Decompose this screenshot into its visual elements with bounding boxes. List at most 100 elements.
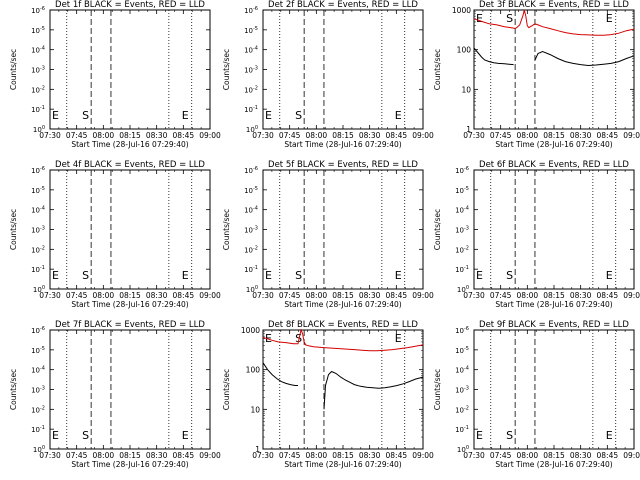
x-tick-label: 08:15 (119, 131, 141, 140)
y-tick-label: 10-5 (31, 346, 45, 355)
y-tick-label: 10-6 (31, 326, 45, 335)
events-series-line (323, 370, 424, 410)
y-tick-base: 10 (455, 406, 464, 414)
marker-end-e: E (395, 269, 402, 282)
detector-plot: Det 7f BLACK = Events, RED = LLD 07:30 07:… (9, 320, 221, 469)
y-tick-base: 10 (244, 27, 253, 35)
y-tick-label: 10 (461, 85, 471, 94)
x-tick-label: 07:30 (463, 291, 485, 300)
y-axis-label: Counts/sec (222, 369, 231, 410)
y-tick-exponent: 0 (466, 285, 469, 291)
detector-plot: Det 3f BLACK = Events, RED = LLD 07:30 07:… (433, 0, 640, 149)
y-tick-exponent: -4 (464, 366, 469, 372)
x-tick-label: 08:00 (517, 131, 539, 140)
y-tick-exponent: -2 (40, 405, 45, 411)
plot-frame (262, 329, 424, 450)
y-tick-base: 10 (33, 446, 42, 454)
x-tick-label: 07:45 (490, 451, 512, 460)
y-tick-base: 10 (31, 327, 40, 335)
y-tick-label: 100 (457, 46, 472, 55)
y-tick-base: 10 (455, 187, 464, 195)
y-tick-exponent: -2 (464, 245, 469, 251)
y-tick-base: 10 (244, 266, 253, 274)
y-tick-label: 10-4 (455, 206, 469, 215)
y-tick-exponent: 0 (42, 445, 45, 451)
y-tick-label: 10-1 (31, 105, 45, 114)
x-tick-label: 09:00 (623, 131, 640, 140)
marker-left-e: E (265, 332, 272, 345)
y-tick-exponent: -5 (253, 26, 258, 32)
x-tick-label: 08:45 (597, 291, 619, 300)
detector-plot: Det 4f BLACK = Events, RED = LLD 07:30 07:… (9, 160, 221, 309)
y-tick-base: 10 (244, 7, 253, 15)
y-tick-base: 10 (244, 67, 253, 75)
x-tick-label: 08:30 (146, 131, 168, 140)
y-tick-exponent: 0 (42, 125, 45, 131)
y-tick-exponent: -1 (40, 105, 45, 111)
x-tick-label: 09:00 (412, 291, 434, 300)
y-tick-exponent: -5 (40, 186, 45, 192)
plot-title: Det 1f BLACK = Events, RED = LLD (55, 0, 205, 10)
x-tick-label: 08:15 (332, 131, 354, 140)
x-tick-label: 09:00 (199, 131, 221, 140)
y-tick-label: 100 (457, 445, 469, 454)
y-tick-exponent: -5 (464, 346, 469, 352)
y-tick-label: 10-6 (244, 166, 258, 175)
y-tick-label: 10-2 (31, 245, 45, 254)
x-tick-label: 07:45 (66, 131, 88, 140)
y-tick-exponent: -3 (464, 226, 469, 232)
x-tick-label: 08:30 (359, 451, 381, 460)
y-tick-exponent: -5 (40, 346, 45, 352)
y-tick-exponent: -3 (253, 226, 258, 232)
plot-title: Det 5f BLACK = Events, RED = LLD (268, 160, 418, 170)
x-tick-label: 08:45 (173, 131, 195, 140)
x-tick-label: 08:30 (146, 451, 168, 460)
x-tick-label: 07:45 (279, 131, 301, 140)
y-tick-label: 100 (246, 285, 258, 294)
marker-left-e: E (476, 12, 483, 25)
x-axis-label: Start Time (28-Jul-16 07:29:40) (284, 140, 401, 149)
x-tick-label: 08:30 (146, 291, 168, 300)
y-tick-exponent: 0 (42, 285, 45, 291)
x-tick-label: 08:30 (359, 131, 381, 140)
y-tick-label: 10 (250, 405, 260, 414)
y-tick-label: 10-4 (31, 366, 45, 375)
y-tick-label: 10-5 (455, 346, 469, 355)
y-tick-exponent: -4 (464, 206, 469, 212)
x-tick-label: 08:15 (119, 451, 141, 460)
y-tick-label: 10-3 (244, 66, 258, 75)
x-tick-label: 08:30 (570, 291, 592, 300)
y-tick-label: 10-1 (455, 265, 469, 274)
y-tick-exponent: -3 (253, 66, 258, 72)
y-tick-base: 10 (31, 207, 40, 215)
y-tick-label: 10-1 (31, 425, 45, 434)
y-axis-label: Counts/sec (433, 209, 442, 250)
y-tick-label: 10-2 (244, 85, 258, 94)
y-tick-base: 10 (455, 367, 464, 375)
y-tick-exponent: -2 (253, 245, 258, 251)
y-tick-base: 10 (31, 187, 40, 195)
marker-start-s: S (82, 269, 89, 282)
y-tick-base: 10 (455, 167, 464, 175)
y-tick-exponent: -6 (40, 6, 45, 12)
y-tick-exponent: -3 (40, 226, 45, 232)
y-tick-label: 10-2 (31, 405, 45, 414)
y-axis-label: Counts/sec (222, 209, 231, 250)
x-tick-label: 08:30 (359, 291, 381, 300)
detector-plot: Det 1f BLACK = Events, RED = LLD 07:30 07:… (9, 0, 221, 149)
y-tick-base: 10 (31, 367, 40, 375)
y-tick-base: 10 (31, 426, 40, 434)
marker-end-e: E (606, 12, 613, 25)
y-axis-label: Counts/sec (9, 49, 18, 90)
y-tick-base: 10 (31, 47, 40, 55)
y-tick-label: 10-2 (31, 85, 45, 94)
x-tick-label: 08:00 (517, 291, 539, 300)
y-tick-label: 10-3 (31, 226, 45, 235)
marker-end-e: E (395, 332, 402, 345)
y-tick-label: 100 (246, 125, 258, 134)
x-axis-label: Start Time (28-Jul-16 07:29:40) (495, 140, 612, 149)
plot-frame (473, 9, 635, 130)
marker-start-s: S (82, 429, 89, 442)
x-tick-label: 08:00 (517, 451, 539, 460)
y-tick-base: 10 (31, 86, 40, 94)
